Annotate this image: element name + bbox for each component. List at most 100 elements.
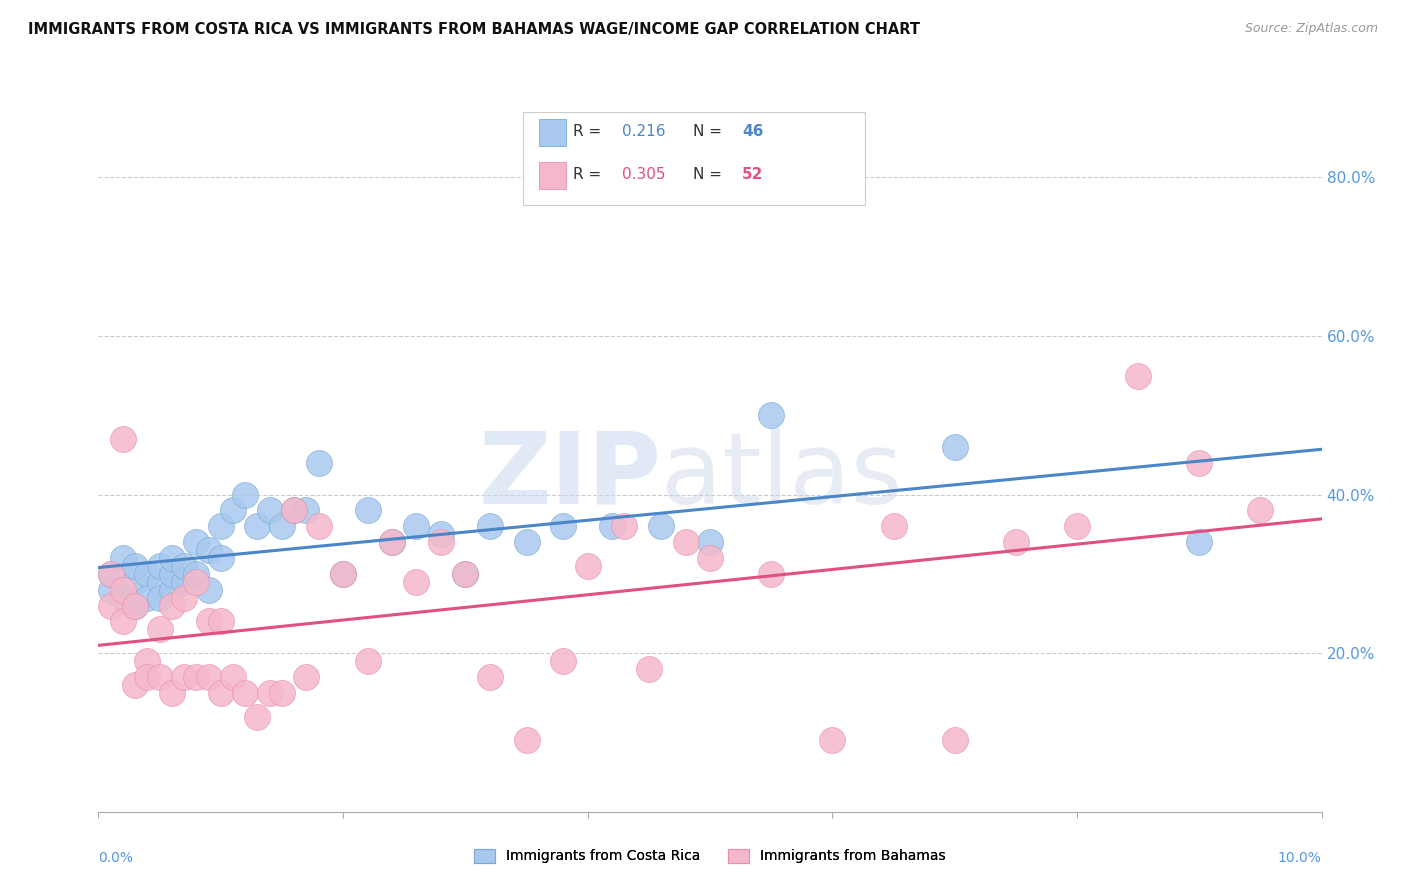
Point — [332, 566, 354, 581]
Text: 0.305: 0.305 — [621, 167, 665, 182]
Bar — [538, 119, 565, 146]
Point — [209, 686, 232, 700]
Point — [699, 535, 721, 549]
Point — [100, 582, 122, 597]
Point — [675, 535, 697, 549]
Point — [222, 670, 245, 684]
Text: IMMIGRANTS FROM COSTA RICA VS IMMIGRANTS FROM BAHAMAS WAGE/INCOME GAP CORRELATIO: IMMIGRANTS FROM COSTA RICA VS IMMIGRANTS… — [28, 22, 920, 37]
Point — [160, 566, 183, 581]
Point — [136, 566, 159, 581]
Point — [356, 654, 378, 668]
Point — [173, 591, 195, 605]
Point — [283, 503, 305, 517]
Legend: Immigrants from Costa Rica, Immigrants from Bahamas: Immigrants from Costa Rica, Immigrants f… — [468, 843, 952, 869]
Point — [160, 551, 183, 566]
Point — [149, 670, 172, 684]
Text: 46: 46 — [742, 124, 763, 139]
Point — [553, 654, 575, 668]
Point — [600, 519, 623, 533]
Text: N =: N = — [693, 124, 727, 139]
Point — [136, 591, 159, 605]
Point — [100, 599, 122, 613]
Point — [283, 503, 305, 517]
Point — [759, 409, 782, 423]
Point — [516, 535, 538, 549]
Point — [100, 566, 122, 581]
Point — [576, 558, 599, 573]
Point — [173, 558, 195, 573]
Point — [111, 591, 134, 605]
Point — [308, 456, 330, 470]
Point — [430, 535, 453, 549]
Point — [405, 574, 427, 589]
Point — [149, 591, 172, 605]
Point — [124, 599, 146, 613]
Point — [186, 535, 208, 549]
Point — [209, 551, 232, 566]
Point — [1066, 519, 1088, 533]
Point — [136, 670, 159, 684]
Point — [1004, 535, 1026, 549]
Point — [759, 566, 782, 581]
Point — [1188, 456, 1211, 470]
Point — [160, 686, 183, 700]
Point — [821, 733, 844, 747]
Point — [478, 519, 501, 533]
Point — [454, 566, 477, 581]
Point — [516, 733, 538, 747]
Point — [222, 503, 245, 517]
Point — [186, 574, 208, 589]
Point — [430, 527, 453, 541]
Point — [186, 566, 208, 581]
Point — [259, 503, 281, 517]
FancyBboxPatch shape — [523, 112, 865, 205]
Point — [381, 535, 404, 549]
Point — [111, 582, 134, 597]
Point — [197, 615, 219, 629]
Point — [270, 686, 292, 700]
Point — [637, 662, 661, 676]
Point — [478, 670, 501, 684]
Point — [295, 670, 318, 684]
Point — [308, 519, 330, 533]
Point — [259, 686, 281, 700]
Point — [209, 615, 232, 629]
Point — [650, 519, 672, 533]
Point — [124, 678, 146, 692]
Point — [111, 551, 134, 566]
Point — [1188, 535, 1211, 549]
Point — [173, 670, 195, 684]
Text: 0.0%: 0.0% — [98, 851, 134, 865]
Point — [186, 670, 208, 684]
Text: atlas: atlas — [661, 428, 903, 524]
Point — [295, 503, 318, 517]
Point — [149, 574, 172, 589]
Point — [233, 487, 256, 501]
Point — [233, 686, 256, 700]
Point — [197, 670, 219, 684]
Text: R =: R = — [574, 124, 606, 139]
Text: N =: N = — [693, 167, 727, 182]
Point — [943, 440, 966, 454]
Text: 10.0%: 10.0% — [1278, 851, 1322, 865]
Point — [100, 566, 122, 581]
Point — [209, 519, 232, 533]
Point — [136, 654, 159, 668]
Point — [111, 432, 134, 446]
Point — [160, 599, 183, 613]
Point — [197, 543, 219, 558]
Point — [173, 574, 195, 589]
Text: 0.216: 0.216 — [621, 124, 665, 139]
Point — [246, 519, 269, 533]
Bar — [538, 161, 565, 189]
Point — [356, 503, 378, 517]
Point — [943, 733, 966, 747]
Text: ZIP: ZIP — [478, 428, 661, 524]
Text: 52: 52 — [742, 167, 763, 182]
Point — [270, 519, 292, 533]
Point — [124, 574, 146, 589]
Point — [699, 551, 721, 566]
Point — [1128, 368, 1150, 383]
Point — [124, 599, 146, 613]
Point — [1249, 503, 1271, 517]
